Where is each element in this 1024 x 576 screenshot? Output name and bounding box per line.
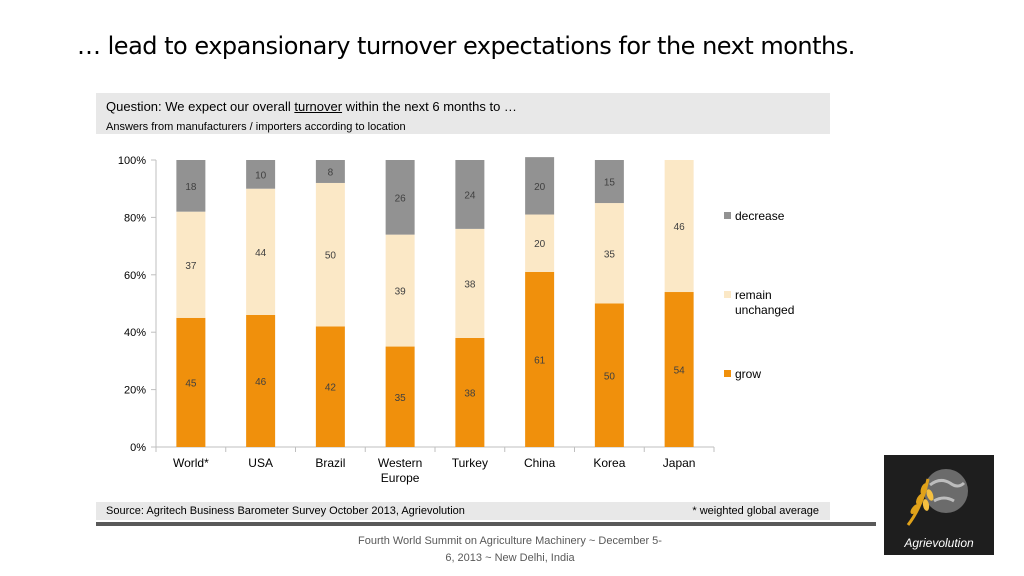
data-label: 8 (328, 167, 334, 178)
data-label: 44 (255, 248, 267, 259)
data-label: 46 (674, 222, 686, 233)
bar-segment-decrease (525, 157, 555, 215)
data-label: 54 (674, 366, 686, 377)
x-tick-label: Japan (663, 456, 696, 470)
data-label: 50 (604, 371, 616, 382)
footnote-text: * weighted global average (692, 505, 819, 517)
bar-segment-remain-unchanged (176, 211, 206, 318)
bar-segment-remain-unchanged (455, 228, 485, 338)
bar-segment-remain-unchanged (315, 182, 345, 327)
bar-segment-remain-unchanged (664, 160, 694, 293)
legend-swatch-remain-unchanged (724, 291, 731, 298)
slide-title: … lead to expansionary turnover expectat… (77, 32, 855, 60)
data-label: 15 (604, 178, 616, 189)
bar-segment-grow (455, 337, 485, 447)
data-label: 42 (325, 383, 337, 394)
legend-label: remain (735, 288, 772, 302)
bar-segment-grow (176, 317, 206, 447)
legend-swatch-grow (724, 370, 731, 377)
bar-segment-decrease (176, 160, 206, 212)
data-label: 24 (464, 190, 476, 201)
bar-segment-decrease (315, 160, 345, 183)
bar-segment-remain-unchanged (246, 188, 276, 315)
bar-segment-remain-unchanged (525, 214, 555, 272)
data-label: 20 (534, 182, 546, 193)
data-label: 38 (464, 279, 476, 290)
source-text: Source: Agritech Business Barometer Surv… (106, 505, 465, 517)
logo-text: Agrievolution (904, 536, 974, 550)
data-label: 45 (185, 378, 197, 389)
question-text: Question: We expect our overall turnover… (106, 99, 517, 114)
x-tick-label: Turkey (452, 456, 488, 470)
agrievolution-logo: Agrievolution (884, 455, 994, 555)
question-keyword: turnover (294, 99, 343, 114)
data-label: 26 (395, 193, 407, 204)
x-tick-label-line2: Europe (381, 471, 420, 485)
x-tick-label: Brazil (315, 456, 345, 470)
bar-segment-grow (385, 346, 415, 447)
bar-segment-grow (664, 292, 694, 447)
data-label: 50 (325, 251, 337, 262)
data-label: 37 (185, 261, 197, 272)
y-tick-label: 60% (124, 270, 146, 282)
legend-label: grow (735, 367, 761, 381)
x-tick-label: China (524, 456, 556, 470)
legend-label: decrease (735, 209, 785, 223)
data-label: 61 (534, 355, 546, 366)
x-tick-label: World* (173, 456, 209, 470)
data-label: 35 (395, 393, 407, 404)
y-tick-label: 40% (124, 327, 146, 339)
data-label: 10 (255, 170, 267, 181)
bar-segment-grow (246, 314, 276, 447)
x-tick-label: Western (378, 456, 422, 470)
bar-segment-decrease (594, 160, 624, 204)
bar-segment-decrease (455, 160, 485, 229)
question-box: Question: We expect our overall turnover… (96, 93, 830, 134)
question-subtitle: Answers from manufacturers / importers a… (106, 121, 406, 133)
legend-swatch-decrease (724, 212, 731, 219)
data-label: 35 (604, 249, 616, 260)
y-tick-label: 100% (118, 155, 146, 167)
bar-segment-grow (594, 303, 624, 447)
x-tick-label: USA (248, 456, 273, 470)
source-box: Source: Agritech Business Barometer Surv… (96, 502, 830, 520)
footer-line-1: Fourth World Summit on Agriculture Machi… (358, 535, 662, 547)
wheat-globe-icon (906, 469, 968, 526)
data-label: 20 (534, 239, 546, 250)
footer-line-2: 6, 2013 ~ New Delhi, India (445, 552, 575, 564)
footer-text: Fourth World Summit on Agriculture Machi… (340, 533, 680, 567)
bar-segment-grow (315, 326, 345, 447)
bar-segment-decrease (246, 160, 276, 189)
legend-label-line2: unchanged (735, 303, 794, 317)
bar-segment-remain-unchanged (385, 234, 415, 347)
bar-segment-decrease (385, 160, 415, 235)
stacked-bar-chart: 0% 20% 40% 60% 80% 100% 45 37 18 World* 46 44 10 USA 4… (118, 155, 795, 485)
data-label: 38 (464, 388, 476, 399)
x-tick-label: Korea (593, 456, 625, 470)
data-label: 18 (185, 182, 197, 193)
bottom-divider (96, 522, 876, 526)
data-label: 46 (255, 377, 267, 388)
y-tick-label: 20% (124, 385, 146, 397)
data-label: 39 (395, 287, 407, 298)
bar-segment-remain-unchanged (594, 203, 624, 304)
y-tick-label: 80% (124, 212, 146, 224)
y-tick-label: 0% (130, 442, 146, 454)
bar-segment-grow (525, 271, 555, 447)
